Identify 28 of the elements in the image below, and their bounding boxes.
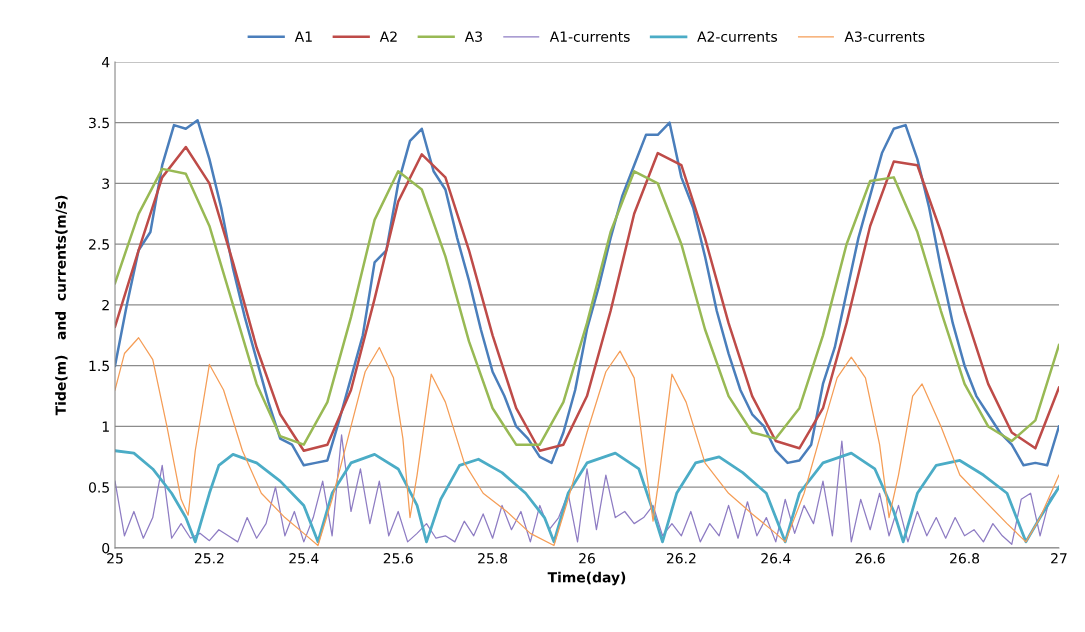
- y-tick-label: 1: [102, 421, 109, 432]
- legend-label: A2: [379, 31, 397, 42]
- y-tick-label: 0: [102, 542, 110, 554]
- y-tick-label: 3: [102, 178, 110, 189]
- legend-label: A3-currents: [844, 31, 925, 42]
- y-tick-label: 1.5: [89, 360, 109, 372]
- y-tick-label: 2.5: [89, 239, 109, 250]
- x-tick-label: 25.2: [194, 553, 224, 564]
- x-tick-label: 27: [1051, 553, 1067, 564]
- x-tick-label: 26.6: [855, 553, 885, 564]
- x-tick-label: 26.4: [761, 553, 791, 564]
- y-tick-label: 2: [102, 299, 109, 311]
- x-tick-label: 25.4: [289, 553, 319, 564]
- x-axis-title: Time(day): [547, 571, 626, 586]
- legend-label: A3: [464, 31, 482, 42]
- x-tick-label: 25.8: [478, 553, 508, 564]
- x-tick-label: 26.2: [666, 553, 696, 564]
- y-tick-label: 0.5: [88, 482, 109, 493]
- legend-label: A1: [294, 31, 312, 42]
- x-tick-label: 26.8: [950, 553, 980, 564]
- x-tick-label: 25: [107, 553, 123, 564]
- x-tick-label: 25.6: [383, 553, 413, 564]
- y-tick-label: 3.5: [89, 117, 109, 129]
- y-axis-title: Tide(m) and currents(m/s): [55, 195, 68, 416]
- legend-label: A2-currents: [697, 31, 778, 42]
- x-tick-label: 26: [579, 553, 595, 564]
- legend-label: A1-currents: [549, 31, 630, 42]
- y-tick-label: 4: [101, 57, 110, 68]
